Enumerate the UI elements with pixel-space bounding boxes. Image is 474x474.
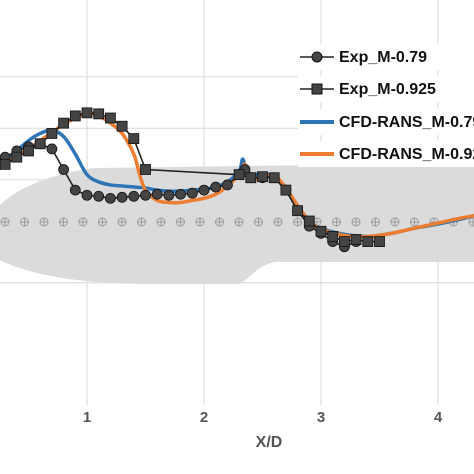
- legend-entry: CFD-RANS_M-0.925: [298, 141, 474, 167]
- data-point-square: [93, 108, 105, 120]
- data-point-square: [81, 107, 93, 119]
- data-point-circle: [163, 189, 175, 201]
- x-tick-label: 4: [434, 409, 443, 426]
- x-tick-label: 2: [200, 409, 208, 426]
- data-point-circle: [198, 184, 210, 196]
- data-point-circle: [186, 187, 198, 199]
- data-point-square: [0, 158, 11, 170]
- pressure-port-marker: [371, 217, 380, 227]
- pressure-port-marker: [195, 217, 205, 227]
- data-point-circle: [175, 188, 187, 200]
- data-point-square: [46, 128, 58, 139]
- pressure-port-marker: [0, 217, 10, 227]
- pressure-port-marker: [78, 217, 88, 227]
- x-tick-label: 3: [317, 409, 325, 426]
- pressure-port-marker: [20, 217, 29, 227]
- pressure-port-marker: [156, 217, 166, 227]
- legend-entry: Exp_M-0.925: [298, 76, 474, 102]
- pressure-port-marker: [410, 217, 419, 227]
- model-body-shape: [0, 163, 474, 284]
- data-point-square: [58, 117, 69, 129]
- data-point-circle: [151, 188, 163, 200]
- legend-entry: CFD-RANS_M-0.79: [298, 109, 474, 135]
- data-point-square: [128, 133, 140, 145]
- data-point-square: [362, 236, 374, 248]
- x-tick-label: 1: [83, 409, 91, 426]
- data-point-circle: [46, 143, 58, 155]
- data-point-circle: [105, 192, 116, 204]
- legend-label: Exp_M-0.925: [339, 81, 436, 98]
- pressure-port-marker: [293, 217, 302, 227]
- data-point-square: [303, 215, 315, 227]
- data-point-square: [257, 171, 268, 183]
- pressure-port-marker: [59, 217, 68, 227]
- pressure-port-marker: [332, 217, 341, 227]
- data-point-square: [11, 151, 23, 163]
- data-point-square: [69, 110, 81, 122]
- data-point-square: [245, 172, 257, 184]
- pressure-port-marker: [234, 217, 244, 227]
- x-axis-title: X/D: [256, 434, 283, 451]
- data-series: [0, 107, 474, 253]
- data-point-circle: [81, 189, 93, 201]
- pressure-port-marker: [273, 217, 283, 227]
- pressure-port-marker: [98, 217, 107, 227]
- data-point-square: [140, 164, 151, 175]
- pressure-port-marker: [137, 217, 146, 227]
- legend: Exp_M-0.79 Exp_M-0.925 CFD-RANS_M-0.79 CFD-…: [298, 44, 474, 167]
- data-point-circle: [116, 191, 128, 203]
- legend-circle-marker: [311, 51, 323, 63]
- pressure-port-marker: [215, 217, 224, 227]
- data-point-square: [116, 120, 128, 132]
- data-point-square: [280, 184, 292, 196]
- pressure-port-marker: [117, 217, 127, 227]
- data-point-circle: [221, 179, 233, 191]
- pressure-port-marker: [390, 217, 400, 227]
- legend-square-marker: [311, 83, 323, 95]
- legend-label: CFD-RANS_M-0.79: [339, 114, 474, 131]
- data-point-circle: [128, 190, 140, 202]
- data-point-square: [327, 231, 339, 242]
- legend-label: CFD-RANS_M-0.925: [339, 146, 474, 163]
- pressure-port-marker: [351, 217, 361, 227]
- data-point-square: [292, 205, 304, 217]
- model-geometry-silhouette: [0, 163, 474, 284]
- data-point-square: [23, 145, 34, 157]
- legend-label: Exp_M-0.79: [339, 49, 427, 66]
- data-point-circle: [93, 190, 105, 202]
- data-point-circle: [69, 184, 81, 196]
- x-axis: 1 2 3 4 X/D: [83, 409, 443, 451]
- data-point-square: [338, 236, 350, 248]
- data-point-square: [34, 138, 46, 150]
- legend-entry: Exp_M-0.79: [298, 44, 474, 70]
- data-point-square: [374, 236, 385, 248]
- pressure-port-marker: [39, 217, 49, 227]
- data-point-circle: [210, 181, 222, 193]
- data-point-square: [233, 169, 245, 181]
- pressure-port-marker: [176, 217, 185, 227]
- data-point-square: [268, 172, 280, 184]
- data-point-circle: [58, 164, 69, 175]
- data-point-square: [350, 234, 362, 245]
- pressure-port-marker: [468, 217, 474, 227]
- data-point-square: [315, 225, 327, 237]
- pressure-port-marker: [254, 217, 263, 227]
- data-point-square: [105, 112, 116, 124]
- data-point-circle: [140, 189, 151, 201]
